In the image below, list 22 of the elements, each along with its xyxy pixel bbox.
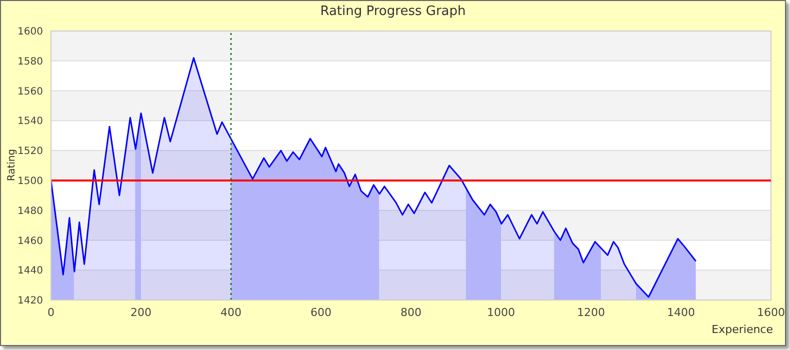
y-tick-label: 1460 <box>18 236 43 247</box>
y-axis-title: Rating <box>6 148 18 182</box>
y-tick-label: 1420 <box>18 296 43 307</box>
y-tick-label: 1540 <box>18 116 43 128</box>
x-tick-label: 400 <box>220 306 242 319</box>
y-tick-label: 1500 <box>18 176 43 187</box>
y-tick-label: 1520 <box>18 146 43 158</box>
y-tick-label: 1580 <box>18 56 43 68</box>
x-tick-label: 1600 <box>757 306 785 319</box>
x-tick-label: 0 <box>48 306 54 319</box>
y-tick-label: 1560 <box>18 86 43 98</box>
x-tick-label: 800 <box>400 306 422 319</box>
x-axis-title: Experience <box>712 323 773 336</box>
x-tick-label: 1200 <box>577 306 605 319</box>
chart-title: Rating Progress Graph <box>319 4 467 19</box>
y-tick-label: 1440 <box>18 266 43 277</box>
y-tick-label: 1600 <box>18 26 43 38</box>
x-tick-label: 200 <box>130 306 152 319</box>
y-tick-label: 1480 <box>18 206 43 217</box>
x-tick-label: 1400 <box>667 306 695 319</box>
x-tick-label: 1000 <box>487 306 515 319</box>
x-tick-label: 600 <box>310 306 332 319</box>
